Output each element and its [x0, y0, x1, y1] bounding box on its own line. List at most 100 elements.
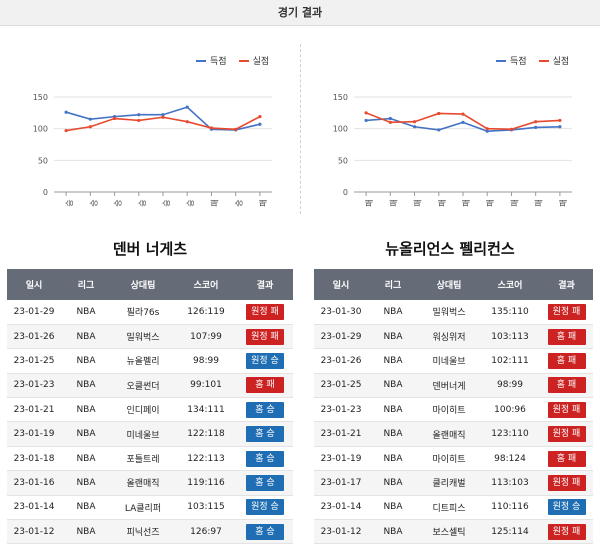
cell-score: 98:99	[175, 348, 237, 374]
cell-result: 원정 패	[237, 324, 293, 350]
cell-date: 23-01-19	[7, 421, 61, 447]
x-tick-label: 패	[509, 199, 519, 206]
cell-score: 134:111	[175, 397, 237, 423]
table-header-row: 일시 리그 상대팀 스코어 결과	[314, 269, 593, 300]
table-row: 23-01-23 NBA 마이히트 100:96 원정 패	[314, 397, 593, 423]
cell-score: 102:111	[480, 348, 540, 374]
result-badge: 홈 승	[246, 426, 284, 443]
line-chart-left: 0 50 100 150 승 승 승 승 승 승 패 승 패	[33, 93, 272, 207]
y-tick-label: 150	[333, 93, 348, 102]
cell-league: NBA	[368, 397, 418, 423]
table-row: 23-01-18 NBA 포틀트레 122:113 홈 승	[7, 446, 293, 472]
cell-result: 원정 패	[540, 300, 593, 325]
cell-opponent: LA클리퍼	[111, 495, 175, 521]
cell-score: 135:110	[480, 300, 540, 325]
x-tick-label: 패	[388, 199, 398, 206]
cell-league: NBA	[368, 373, 418, 399]
data-point	[209, 126, 214, 130]
column-header: 상대팀	[418, 269, 480, 300]
table-row: 23-01-19 NBA 미네울브 122:118 홈 승	[7, 421, 293, 447]
cell-opponent: 뉴올펠리	[111, 348, 175, 374]
cell-league: NBA	[368, 324, 418, 350]
cell-opponent: 포틀트레	[111, 446, 175, 472]
cell-date: 23-01-14	[7, 495, 61, 521]
cell-result: 홈 승	[237, 421, 293, 447]
cell-score: 122:118	[175, 421, 237, 447]
x-tick-label: 승	[186, 199, 195, 206]
data-point	[112, 116, 117, 121]
data-point	[161, 115, 165, 119]
data-point	[185, 105, 189, 109]
cell-result: 원정 패	[540, 421, 593, 447]
cell-date: 23-01-18	[7, 446, 61, 472]
cell-result: 원정 승	[540, 495, 593, 521]
result-badge: 원정 패	[547, 401, 586, 418]
data-point	[137, 118, 141, 123]
result-badge: 원정 패	[246, 303, 284, 320]
legend-item-scored: 득점	[196, 54, 227, 67]
cell-date: 23-01-23	[314, 397, 368, 423]
data-point	[234, 127, 238, 131]
cell-date: 23-01-25	[7, 348, 61, 374]
result-badge: 홈 승	[246, 401, 284, 418]
cell-opponent: 오클썬더	[111, 373, 175, 399]
result-badge: 홈 승	[246, 474, 284, 491]
y-tick-label: 50	[338, 156, 348, 165]
x-tick-label: 패	[558, 199, 568, 206]
cell-result: 원정 승	[237, 495, 293, 521]
cell-result: 원정 패	[237, 300, 293, 325]
series-line-scored	[366, 117, 560, 133]
result-badge: 홈 승	[246, 523, 284, 540]
cell-date: 23-01-12	[7, 519, 61, 545]
cell-league: NBA	[61, 300, 111, 325]
data-point	[485, 129, 489, 133]
cell-opponent: 올랜매직	[418, 421, 480, 447]
data-point	[364, 111, 368, 115]
cell-opponent: 보스셀틱	[418, 519, 480, 545]
x-tick-label: 승	[162, 199, 171, 206]
y-tick-label: 0	[343, 188, 348, 197]
cell-opponent: 워싱위저	[418, 324, 480, 350]
cell-score: 126:119	[175, 300, 237, 325]
x-tick-label: 패	[209, 199, 219, 206]
data-point	[412, 125, 417, 129]
result-badge: 원정 승	[547, 499, 586, 516]
cell-date: 23-01-29	[314, 324, 368, 350]
cell-score: 126:97	[175, 519, 237, 545]
table-row: 23-01-12 NBA 피닉선즈 126:97 홈 승	[7, 519, 293, 545]
column-header: 스코어	[175, 269, 237, 300]
cell-opponent: 미네울브	[111, 421, 175, 447]
data-point	[185, 120, 189, 124]
cell-league: NBA	[61, 519, 111, 545]
legend-item-scored: 득점	[496, 54, 527, 67]
table-row: 23-01-16 NBA 올랜매직 119:116 홈 승	[7, 470, 293, 496]
data-point	[388, 120, 392, 124]
legend-left: 득점 실점	[196, 54, 269, 67]
cell-league: NBA	[368, 348, 418, 374]
table-row: 23-01-23 NBA 오클썬더 99:101 홈 패	[7, 373, 293, 399]
result-badge: 홈 승	[246, 450, 284, 467]
cell-opponent: 클리캐벌	[418, 470, 480, 496]
cell-score: 125:114	[480, 519, 540, 545]
data-point	[461, 112, 465, 116]
cell-date: 23-01-21	[7, 397, 61, 423]
cell-league: NBA	[61, 397, 111, 423]
cell-opponent: 덴버너게	[418, 373, 480, 399]
cell-date: 23-01-14	[314, 495, 368, 521]
legend-label-scored: 득점	[510, 57, 527, 67]
cell-score: 119:116	[175, 470, 237, 496]
cell-league: NBA	[61, 446, 111, 472]
cell-league: NBA	[368, 495, 418, 521]
cell-opponent: 피닉선즈	[111, 519, 175, 545]
cell-opponent: 마이히트	[418, 397, 480, 423]
table-row: 23-01-29 NBA 필라76s 126:119 원정 패	[7, 300, 293, 325]
table-row: 23-01-26 NBA 밀워벅스 107:99 원정 패	[7, 324, 293, 350]
column-header: 일시	[7, 269, 61, 300]
cell-opponent: 인디페이	[111, 397, 175, 423]
cell-league: NBA	[61, 495, 111, 521]
data-point	[364, 118, 368, 123]
cell-date: 23-01-12	[314, 519, 368, 545]
data-point	[88, 125, 92, 129]
cell-opponent: 필라76s	[111, 300, 175, 325]
y-tick-label: 0	[43, 188, 48, 197]
